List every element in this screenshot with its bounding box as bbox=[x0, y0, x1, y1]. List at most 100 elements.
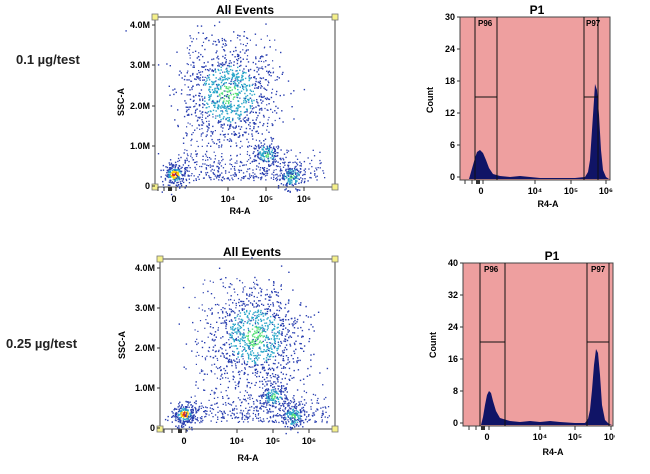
gate-handle[interactable] bbox=[151, 13, 159, 21]
event-dot bbox=[252, 419, 254, 421]
event-dot bbox=[263, 173, 266, 175]
event-dot bbox=[293, 416, 296, 419]
event-dot bbox=[283, 366, 285, 368]
event-dot bbox=[274, 317, 276, 319]
event-dot bbox=[259, 157, 261, 159]
event-dot bbox=[275, 402, 277, 405]
event-dot bbox=[310, 177, 312, 179]
event-dot bbox=[260, 342, 263, 344]
event-dot bbox=[271, 323, 274, 325]
event-dot bbox=[206, 134, 208, 136]
event-dot bbox=[260, 396, 263, 398]
event-dot bbox=[252, 138, 254, 140]
event-dot bbox=[184, 415, 186, 417]
event-dot bbox=[261, 330, 264, 332]
event-dot bbox=[210, 145, 212, 147]
gate-handle[interactable] bbox=[331, 13, 339, 21]
event-dot bbox=[258, 73, 260, 76]
event-dot bbox=[306, 416, 308, 418]
gate-p96[interactable]: P96 bbox=[474, 17, 498, 180]
y-tick-label: 4.0M bbox=[135, 263, 155, 273]
event-dot bbox=[254, 336, 256, 338]
event-dot bbox=[284, 418, 287, 421]
event-dot bbox=[226, 90, 228, 93]
event-dot bbox=[196, 411, 198, 413]
event-dot bbox=[243, 83, 245, 85]
event-dot bbox=[246, 298, 248, 300]
event-dot bbox=[231, 328, 234, 330]
event-dot bbox=[310, 323, 312, 326]
event-dot bbox=[299, 165, 301, 167]
event-dot bbox=[195, 409, 197, 411]
event-dot bbox=[243, 329, 245, 331]
event-dot bbox=[193, 106, 195, 108]
event-dot bbox=[257, 326, 259, 329]
event-dot bbox=[248, 84, 251, 86]
gate-label: P97 bbox=[591, 265, 606, 274]
event-dot bbox=[227, 397, 229, 400]
event-dot bbox=[204, 411, 206, 413]
event-dot bbox=[186, 169, 188, 171]
event-dot bbox=[273, 319, 276, 321]
event-dot bbox=[260, 405, 263, 407]
event-dot bbox=[205, 167, 207, 169]
event-dot bbox=[257, 337, 260, 339]
event-dot bbox=[243, 71, 245, 74]
event-dot bbox=[246, 311, 248, 313]
event-dot bbox=[220, 69, 222, 71]
event-dot bbox=[239, 116, 241, 118]
event-dot bbox=[195, 178, 197, 180]
event-dot bbox=[240, 322, 242, 324]
event-dot bbox=[309, 162, 311, 165]
event-dot bbox=[282, 421, 284, 423]
event-dot bbox=[279, 178, 281, 181]
gate-handle[interactable] bbox=[151, 183, 159, 191]
gate-handle[interactable] bbox=[331, 183, 339, 191]
event-dot bbox=[244, 367, 246, 369]
event-dot bbox=[220, 391, 222, 393]
event-dot bbox=[177, 125, 179, 128]
event-dot bbox=[184, 414, 187, 416]
event-dot bbox=[321, 414, 323, 417]
event-dot bbox=[249, 89, 252, 91]
event-dot bbox=[229, 336, 231, 339]
gate-handle[interactable] bbox=[156, 425, 164, 433]
event-dot bbox=[245, 121, 247, 124]
event-dot bbox=[261, 341, 264, 343]
event-dot bbox=[201, 116, 203, 118]
event-dot bbox=[304, 168, 307, 170]
event-dot bbox=[229, 86, 232, 89]
event-dot bbox=[224, 369, 227, 372]
event-dot bbox=[274, 79, 276, 81]
event-dot bbox=[255, 119, 257, 121]
gate-handle[interactable] bbox=[156, 255, 164, 263]
gate-p97[interactable]: P97 bbox=[586, 263, 610, 426]
event-dot bbox=[239, 117, 241, 120]
event-dot bbox=[249, 386, 251, 389]
event-dot bbox=[290, 173, 292, 175]
event-dot bbox=[256, 296, 258, 298]
event-dot bbox=[266, 129, 268, 131]
event-dot bbox=[254, 87, 256, 89]
event-dot bbox=[214, 80, 216, 83]
event-dot bbox=[252, 313, 254, 316]
event-dot bbox=[271, 373, 274, 375]
event-dot bbox=[280, 386, 283, 388]
gate-handle[interactable] bbox=[331, 425, 339, 433]
event-dot bbox=[287, 310, 290, 312]
event-dot bbox=[204, 163, 206, 165]
event-dot bbox=[233, 359, 235, 361]
event-dot bbox=[243, 177, 245, 180]
gate-p97[interactable]: P97 bbox=[583, 17, 601, 180]
event-dot bbox=[211, 58, 213, 61]
gate-p96[interactable]: P96 bbox=[479, 263, 506, 426]
event-dot bbox=[277, 341, 279, 343]
gate-handle[interactable] bbox=[331, 255, 339, 263]
event-dot bbox=[217, 162, 219, 164]
event-dot bbox=[182, 181, 185, 184]
event-dot bbox=[261, 55, 263, 58]
event-dot bbox=[292, 174, 295, 177]
event-dot bbox=[284, 175, 287, 178]
event-dot bbox=[256, 314, 258, 317]
event-dot bbox=[307, 157, 309, 159]
